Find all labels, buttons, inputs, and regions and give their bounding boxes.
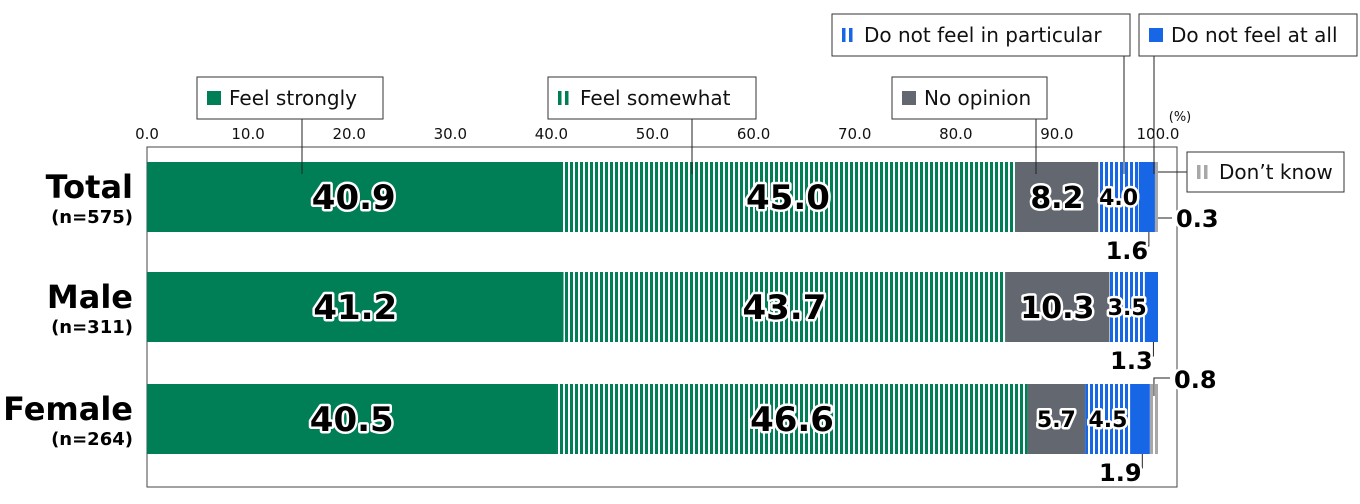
leader-line <box>1143 342 1154 357</box>
value-label: 4.5 <box>1088 408 1127 433</box>
value-label: 4.0 <box>1099 186 1138 211</box>
bar-segment <box>1138 162 1155 232</box>
bar-segment <box>147 162 561 232</box>
x-tick-label: 20.0 <box>332 125 365 143</box>
legend-item: Feel strongly <box>196 76 384 120</box>
x-tick-label: 90.0 <box>1040 125 1073 143</box>
x-tick-label: 30.0 <box>434 125 467 143</box>
leader-line <box>1138 232 1150 247</box>
category-sample-size: (n=575) <box>51 207 133 228</box>
legend-item: Do not feel in particular <box>831 13 1131 57</box>
bar-segment <box>147 272 564 342</box>
legend-label: Do not feel in particular <box>864 23 1102 47</box>
value-label: 10.3 <box>1020 291 1094 326</box>
legend-label: Feel strongly <box>229 86 357 110</box>
bar-segment <box>1154 162 1158 232</box>
value-label: 3.5 <box>1108 296 1147 321</box>
value-labels: 40.9 45.0 8.2 4.0 41.2 43.7 10.3 3.5 40.5 46.6 5.7… <box>307 176 1221 490</box>
legend-swatch <box>1149 28 1163 42</box>
value-label: 41.2 <box>313 288 397 328</box>
value-label-outside: 1.9 <box>1099 459 1142 487</box>
legend-swatch <box>207 91 221 105</box>
bar-segment <box>1015 162 1099 232</box>
category-sample-size: (n=311) <box>51 317 133 338</box>
legend-item: Feel somewhat <box>547 76 757 120</box>
legend-swatch <box>902 91 916 105</box>
legend: Feel strongly Feel somewhat No opinion Do n… <box>196 13 1358 193</box>
callout-lines <box>301 56 1187 469</box>
category-labels: Total(n=575) Male(n=311) Female(n=264) <box>3 168 133 450</box>
x-tick-label: 0.0 <box>135 125 159 143</box>
legend-label: Feel somewhat <box>580 86 731 110</box>
bar-segment <box>563 272 1006 342</box>
bar-segment <box>147 384 557 454</box>
leader-line <box>1153 377 1170 396</box>
value-label: 8.2 <box>1030 181 1083 216</box>
x-tick-label: 100.0 <box>1137 125 1180 143</box>
category-label: Male <box>47 278 133 316</box>
value-label: 40.5 <box>310 400 394 440</box>
legend-label: Do not feel at all <box>1171 23 1338 47</box>
legend-swatch <box>842 28 846 42</box>
value-label: 46.6 <box>750 400 834 440</box>
legend-swatch <box>1197 165 1201 179</box>
value-label: 45.0 <box>746 178 830 218</box>
x-tick-label: 70.0 <box>838 125 871 143</box>
bar-segment <box>1130 384 1150 454</box>
value-label-outside: 1.6 <box>1106 237 1149 265</box>
x-tick-label: 50.0 <box>636 125 669 143</box>
value-label: 5.7 <box>1037 408 1076 433</box>
bar-segment <box>1149 384 1158 454</box>
legend-item: No opinion <box>891 76 1048 120</box>
x-tick-label: 60.0 <box>737 125 770 143</box>
legend-item: Don’t know <box>1186 151 1345 193</box>
bar-segment <box>556 384 1028 454</box>
bar-segment <box>1085 384 1131 454</box>
leader-line <box>1132 454 1143 469</box>
legend-label: No opinion <box>924 86 1031 110</box>
x-tick-label: 80.0 <box>939 125 972 143</box>
bar-segment <box>1027 384 1086 454</box>
bar-segment <box>1005 272 1110 342</box>
value-label-outside: 0.3 <box>1176 205 1219 233</box>
bar-segment <box>1098 162 1139 232</box>
category-sample-size: (n=264) <box>51 429 133 450</box>
category-label: Total <box>46 168 133 206</box>
value-label: 40.9 <box>312 178 396 218</box>
bar-segment <box>560 162 1016 232</box>
value-label-outside: 0.8 <box>1174 366 1217 394</box>
x-axis-unit-label: (%) <box>1169 110 1192 125</box>
x-tick-label: 10.0 <box>231 125 264 143</box>
value-label: 43.7 <box>742 288 826 328</box>
bars <box>147 162 1158 454</box>
bar-segment <box>1109 272 1145 342</box>
legend-label: Don’t know <box>1219 160 1333 184</box>
x-tick-label: 40.0 <box>535 125 568 143</box>
x-axis-ticks: 0.0 10.0 20.0 30.0 40.0 50.0 60.0 70.0 80.0 90.0 1… <box>135 125 1179 143</box>
value-label-outside: 1.3 <box>1110 347 1153 375</box>
legend-swatch <box>558 91 562 105</box>
legend-item: Do not feel at all <box>1138 13 1358 57</box>
category-label: Female <box>3 390 133 428</box>
bar-segment <box>1144 272 1158 342</box>
